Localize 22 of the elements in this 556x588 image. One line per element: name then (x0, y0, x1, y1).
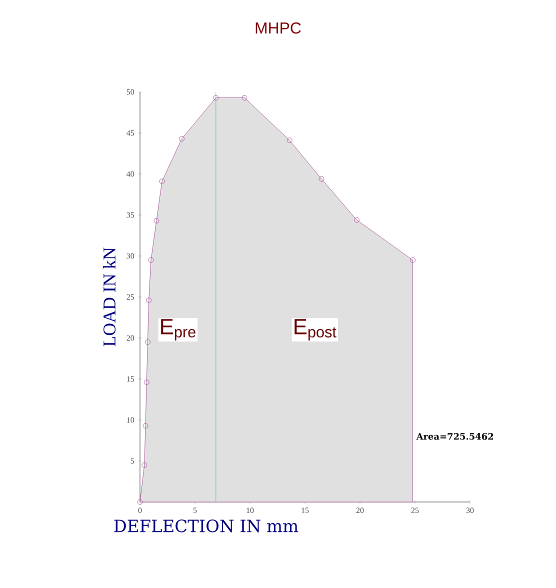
annotation: E$_{pre}$ (161, 319, 196, 340)
point (213, 95, 219, 100)
annotation: E$_{post}$ (294, 319, 336, 340)
y-axis-title: LOAD IN kN (102, 248, 116, 346)
point (410, 257, 416, 263)
point (354, 217, 360, 223)
annotation: Area=725.5462 (416, 433, 494, 440)
chart-title: MHPC (256, 22, 301, 34)
point (179, 136, 184, 142)
point (142, 423, 148, 428)
point (137, 499, 143, 505)
point (142, 462, 148, 468)
point (148, 257, 154, 263)
point (286, 138, 292, 144)
point (145, 339, 150, 345)
point (318, 176, 324, 182)
point (154, 218, 160, 224)
point (146, 298, 152, 303)
x-axis-title: DEFLECTION IN mm (114, 520, 298, 532)
point (159, 178, 165, 184)
point (242, 95, 248, 100)
point (144, 380, 150, 385)
